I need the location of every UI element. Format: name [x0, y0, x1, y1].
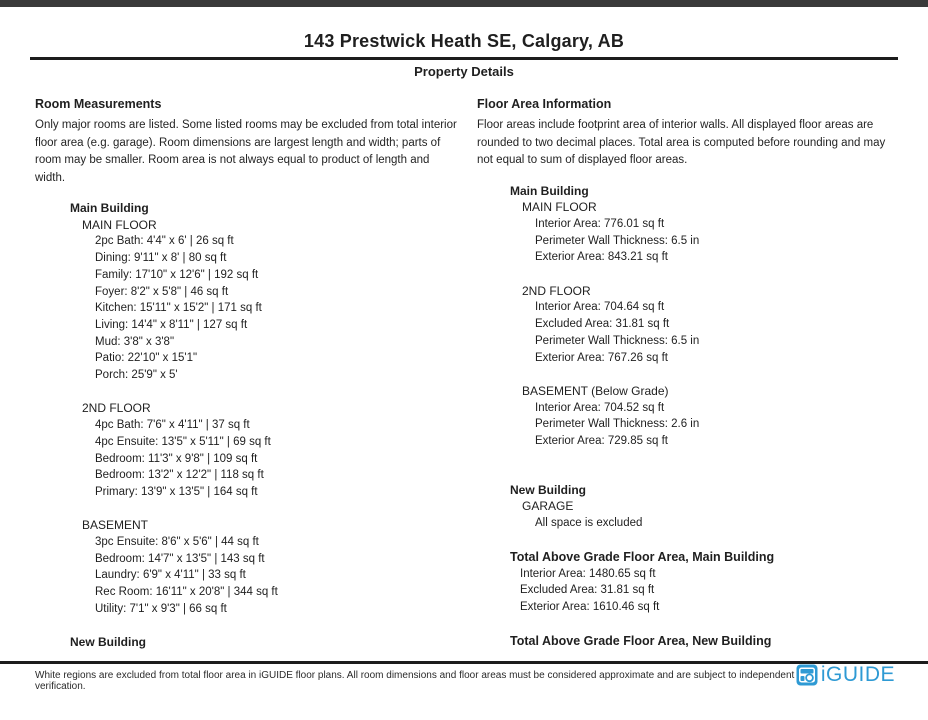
- floor-name: GARAGE: [522, 499, 574, 514]
- area-item: Exterior Area: 767.26 sq ft: [535, 351, 668, 364]
- room-item: Patio: 22'10" x 15'1": [95, 352, 198, 365]
- room-item: 3pc Ensuite: 8'6" x 5'6" | 44 sq ft: [95, 536, 259, 549]
- floor-name: BASEMENT: [82, 518, 149, 533]
- floor-name: MAIN FLOOR: [82, 217, 157, 232]
- room-item: Utility: 7'1" x 9'3" | 66 sq ft: [95, 602, 227, 615]
- area-item: Exterior Area: 729.85 sq ft: [535, 435, 668, 448]
- area-item: Interior Area: 704.64 sq ft: [535, 301, 665, 314]
- room-item: Porch: 25'9" x 5': [95, 369, 178, 382]
- new-building-areas: New Building GARAGE All space is exclude…: [510, 482, 900, 532]
- room-item: Bedroom: 13'2" x 12'2" | 118 sq ft: [95, 469, 264, 482]
- content-columns: Room Measurements Only major rooms are l…: [35, 97, 900, 651]
- room-item: 2pc Bath: 4'4" x 6' | 26 sq ft: [95, 235, 234, 248]
- room-item: Mud: 3'8" x 3'8": [95, 335, 175, 348]
- footer-divider: [0, 661, 928, 664]
- floor-name: 2ND FLOOR: [522, 283, 591, 298]
- iguide-logo: iGUIDE: [796, 663, 895, 687]
- floor-area-section: Floor Area Information Floor areas inclu…: [477, 97, 900, 651]
- room-item: Laundry: 6'9" x 4'11" | 33 sq ft: [95, 569, 246, 582]
- building-name: Main Building: [70, 201, 149, 215]
- room-item: 4pc Bath: 7'6" x 4'11" | 37 sq ft: [95, 419, 250, 432]
- area-item: Excluded Area: 31.81 sq ft: [535, 318, 670, 331]
- floor-2nd-floor-areas: 2ND FLOOR Interior Area: 704.64 sq ft Ex…: [522, 283, 900, 367]
- title-divider: [30, 57, 898, 60]
- total-item: Interior Area: 1480.65 sq ft: [520, 567, 656, 580]
- footer-disclaimer: White regions are excluded from total fl…: [35, 670, 795, 692]
- main-building-rooms: Main Building MAIN FLOOR 2pc Bath: 4'4" …: [70, 200, 477, 618]
- room-item: Primary: 13'9" x 13'5" | 164 sq ft: [95, 485, 258, 498]
- floor-area-heading: Floor Area Information: [477, 97, 612, 111]
- room-item: 4pc Ensuite: 13'5" x 5'11" | 69 sq ft: [95, 435, 271, 448]
- total-item: Excluded Area: 31.81 sq ft: [520, 584, 655, 597]
- floor-name: MAIN FLOOR: [522, 200, 597, 215]
- floor-name: BASEMENT (Below Grade): [522, 383, 669, 398]
- room-measurements-description: Only major rooms are listed. Some listed…: [35, 119, 457, 184]
- room-item: Dining: 9'11" x 8' | 80 sq ft: [95, 252, 227, 265]
- page-subtitle: Property Details: [414, 64, 514, 79]
- room-measurements-heading: Room Measurements: [35, 97, 162, 111]
- new-building-rooms: New Building: [70, 634, 477, 651]
- total-heading: Total Above Grade Floor Area, New Buildi…: [510, 633, 772, 648]
- floor-name: 2ND FLOOR: [82, 401, 151, 416]
- building-name: New Building: [510, 482, 586, 497]
- floor-area-description: Floor areas include footprint area of in…: [477, 119, 886, 166]
- floor-basement: BASEMENT 3pc Ensuite: 8'6" x 5'6" | 44 s…: [82, 517, 477, 617]
- iguide-logo-icon: [796, 664, 818, 686]
- page-title: 143 Prestwick Heath SE, Calgary, AB: [303, 31, 625, 51]
- floor-main-floor-areas: MAIN FLOOR Interior Area: 776.01 sq ft P…: [522, 199, 900, 266]
- iguide-logo-text: iGUIDE: [820, 663, 895, 686]
- top-bar: [0, 0, 928, 7]
- building-name: New Building: [70, 635, 146, 650]
- floor-2nd-floor: 2ND FLOOR 4pc Bath: 7'6" x 4'11" | 37 sq…: [82, 400, 477, 500]
- area-item: Interior Area: 776.01 sq ft: [535, 217, 665, 230]
- room-item: Living: 14'4" x 8'11" | 127 sq ft: [95, 318, 248, 331]
- room-measurements-section: Room Measurements Only major rooms are l…: [35, 97, 477, 651]
- main-building-areas: Main Building MAIN FLOOR Interior Area: …: [510, 183, 900, 450]
- floor-basement-areas: BASEMENT (Below Grade) Interior Area: 70…: [522, 383, 900, 450]
- area-item: Exterior Area: 843.21 sq ft: [535, 251, 668, 264]
- area-item: Perimeter Wall Thickness: 6.5 in: [535, 234, 700, 247]
- room-item: Kitchen: 15'11" x 15'2" | 171 sq ft: [95, 302, 262, 315]
- room-item: Foyer: 8'2" x 5'8" | 46 sq ft: [95, 285, 229, 298]
- room-item: Family: 17'10" x 12'6" | 192 sq ft: [95, 268, 259, 281]
- floor-main-floor: MAIN FLOOR 2pc Bath: 4'4" x 6' | 26 sq f…: [82, 217, 477, 384]
- area-item: Perimeter Wall Thickness: 6.5 in: [535, 334, 700, 347]
- total-heading: Total Above Grade Floor Area, Main Build…: [510, 549, 775, 564]
- room-item: Bedroom: 14'7" x 13'5" | 143 sq ft: [95, 552, 265, 565]
- total-main-building: Total Above Grade Floor Area, Main Build…: [510, 549, 900, 616]
- total-new-building: Total Above Grade Floor Area, New Buildi…: [510, 633, 900, 650]
- room-item: Rec Room: 16'11" x 20'8" | 344 sq ft: [95, 586, 278, 599]
- room-item: Bedroom: 11'3" x 9'8" | 109 sq ft: [95, 452, 258, 465]
- area-item: Interior Area: 704.52 sq ft: [535, 401, 665, 414]
- building-name: Main Building: [510, 183, 589, 198]
- area-item: All space is excluded: [535, 517, 643, 530]
- total-item: Exterior Area: 1610.46 sq ft: [520, 600, 660, 613]
- floor-garage: GARAGE All space is excluded: [522, 498, 900, 531]
- area-item: Perimeter Wall Thickness: 2.6 in: [535, 418, 700, 431]
